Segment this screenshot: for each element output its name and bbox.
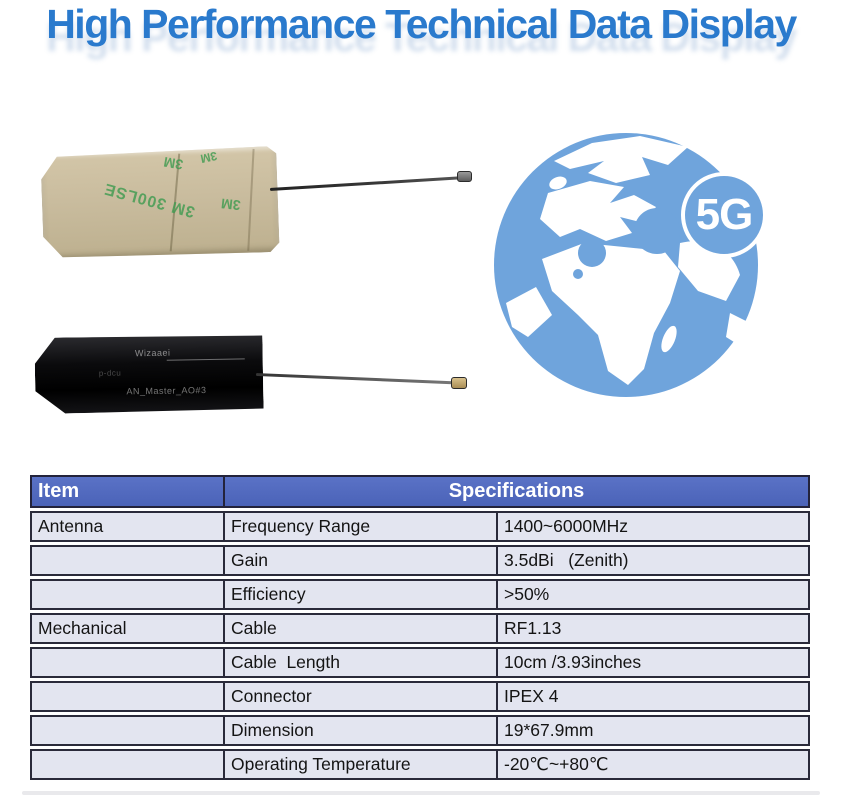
spec-name-cell: Frequency Range xyxy=(225,511,498,542)
spec-value-cell: 1400~6000MHz xyxy=(498,511,810,542)
spec-name-cell: Cable xyxy=(225,613,498,644)
antenna-print-label: p-dcu xyxy=(98,368,122,378)
spec-value-cell: 19*67.9mm xyxy=(498,715,810,746)
spec-item-cell: Antenna xyxy=(30,511,225,542)
spec-item-cell: Mechanical xyxy=(30,613,225,644)
spec-item-cell xyxy=(30,715,225,746)
spec-row: Operating Temperature -20℃~+80℃ xyxy=(30,749,810,780)
spec-value-cell: 10cm /3.93inches xyxy=(498,647,810,678)
spec-item-cell xyxy=(30,681,225,712)
spec-name-cell: Gain xyxy=(225,545,498,576)
col-header-item: Item xyxy=(30,475,225,508)
ipex-connector xyxy=(451,377,467,389)
spec-row: Connector IPEX 4 xyxy=(30,681,810,712)
antenna-photo-tan: 3M 3M 300LSE 3M 3M xyxy=(40,146,280,260)
spec-value-cell: 3.5dBi (Zenith) xyxy=(498,545,810,576)
spec-name-cell: Operating Temperature xyxy=(225,749,498,780)
spec-row: Mechanical Cable RF1.13 xyxy=(30,613,810,644)
coax-cable xyxy=(255,373,454,385)
spec-item-cell xyxy=(30,545,225,576)
spec-table: Item Specifications Antenna Frequency Ra… xyxy=(30,472,810,783)
5g-badge: 5G xyxy=(681,172,767,258)
spec-header-row: Item Specifications xyxy=(30,475,810,508)
col-header-specifications: Specifications xyxy=(225,475,810,508)
spec-row: Efficiency >50% xyxy=(30,579,810,610)
antenna-photo-black: Wizaaei p-dcu AN_Master_AO#3 xyxy=(34,334,263,414)
antenna-black-body xyxy=(34,334,263,414)
spec-item-cell xyxy=(30,749,225,780)
spec-row: Antenna Frequency Range 1400~6000MHz xyxy=(30,511,810,542)
spec-row: Gain 3.5dBi (Zenith) xyxy=(30,545,810,576)
spec-value-cell: IPEX 4 xyxy=(498,681,810,712)
5g-badge-label: 5G xyxy=(695,190,754,239)
spec-value-cell: RF1.13 xyxy=(498,613,810,644)
antenna-print-label: Wizaaei xyxy=(134,347,171,359)
antenna-print-label: AN_Master_AO#3 xyxy=(126,385,207,397)
spec-name-cell: Connector xyxy=(225,681,498,712)
spec-row: Cable Length 10cm /3.93inches xyxy=(30,647,810,678)
spec-row: Dimension 19*67.9mm xyxy=(30,715,810,746)
coax-cable xyxy=(269,176,463,191)
spec-value-cell: >50% xyxy=(498,579,810,610)
page-title: High Performance Technical Data Display xyxy=(46,1,797,47)
ipex-connector xyxy=(457,171,472,182)
spec-item-cell xyxy=(30,579,225,610)
scan-edge-artifact xyxy=(22,791,820,795)
spec-item-cell xyxy=(30,647,225,678)
spec-name-cell: Dimension xyxy=(225,715,498,746)
spec-name-cell: Efficiency xyxy=(225,579,498,610)
spec-name-cell: Cable Length xyxy=(225,647,498,678)
3m-logo: 3M xyxy=(220,195,242,214)
spec-value-cell: -20℃~+80℃ xyxy=(498,749,810,780)
